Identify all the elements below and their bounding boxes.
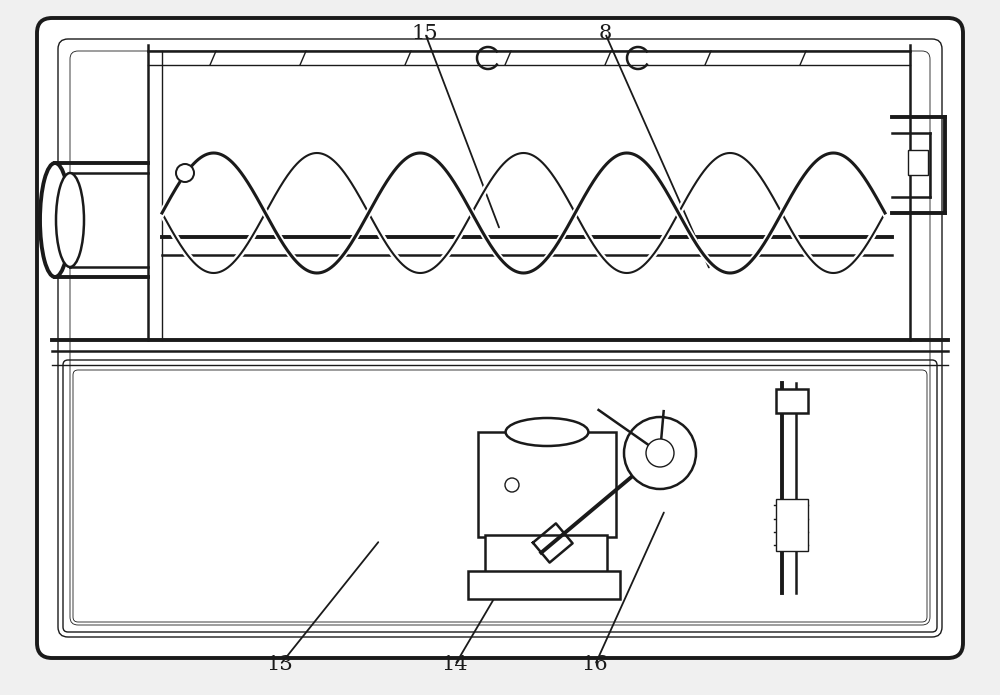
Bar xyxy=(485,535,607,573)
Text: 14: 14 xyxy=(442,655,468,675)
Text: 16: 16 xyxy=(582,655,608,675)
Bar xyxy=(478,432,616,537)
Ellipse shape xyxy=(40,163,70,277)
Bar xyxy=(776,499,808,551)
Bar xyxy=(776,389,808,413)
Ellipse shape xyxy=(506,418,588,446)
Bar xyxy=(468,571,620,599)
Circle shape xyxy=(505,478,519,492)
Text: 15: 15 xyxy=(412,24,438,42)
Ellipse shape xyxy=(56,173,84,267)
Bar xyxy=(908,150,928,175)
Text: 8: 8 xyxy=(598,24,612,42)
FancyBboxPatch shape xyxy=(37,18,963,658)
Text: 13: 13 xyxy=(267,655,293,675)
Circle shape xyxy=(176,164,194,182)
Circle shape xyxy=(646,439,674,467)
Circle shape xyxy=(624,417,696,489)
